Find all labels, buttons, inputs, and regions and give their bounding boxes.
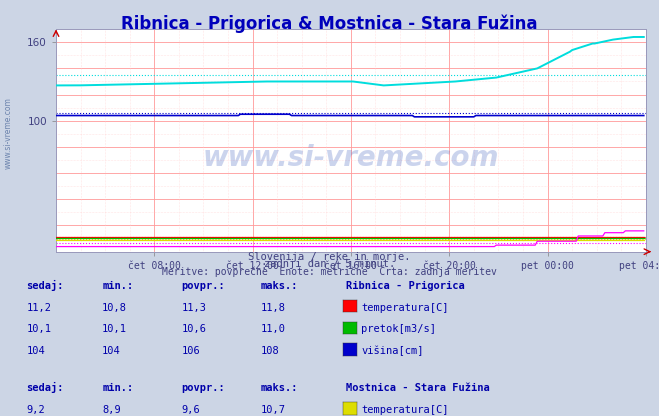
Text: temperatura[C]: temperatura[C] [361, 303, 449, 313]
Text: povpr.:: povpr.: [181, 384, 225, 394]
Text: Ribnica - Prigorica: Ribnica - Prigorica [346, 281, 465, 291]
Text: 11,3: 11,3 [181, 303, 206, 313]
Text: zadnji dan / 5 minut.: zadnji dan / 5 minut. [264, 259, 395, 269]
Text: sedaj:: sedaj: [26, 280, 64, 291]
Text: sedaj:: sedaj: [26, 382, 64, 394]
Text: 11,0: 11,0 [260, 324, 285, 334]
Text: 10,7: 10,7 [260, 405, 285, 415]
Text: 106: 106 [181, 346, 200, 356]
Text: 8,9: 8,9 [102, 405, 121, 415]
Text: Ribnica - Prigorica & Mostnica - Stara Fužina: Ribnica - Prigorica & Mostnica - Stara F… [121, 15, 538, 33]
Text: maks.:: maks.: [260, 281, 298, 291]
Text: 9,2: 9,2 [26, 405, 45, 415]
Text: Mostnica - Stara Fužina: Mostnica - Stara Fužina [346, 384, 490, 394]
Text: višina[cm]: višina[cm] [361, 346, 424, 356]
Text: maks.:: maks.: [260, 384, 298, 394]
Text: 9,6: 9,6 [181, 405, 200, 415]
Text: 108: 108 [260, 346, 279, 356]
Text: 10,1: 10,1 [102, 324, 127, 334]
Text: www.si-vreme.com: www.si-vreme.com [3, 97, 13, 169]
Text: www.si-vreme.com: www.si-vreme.com [203, 144, 499, 172]
Text: min.:: min.: [102, 281, 133, 291]
Text: 10,1: 10,1 [26, 324, 51, 334]
Text: povpr.:: povpr.: [181, 281, 225, 291]
Text: 11,8: 11,8 [260, 303, 285, 313]
Text: Meritve: povprečne  Enote: metrične  Črta: zadnja meritev: Meritve: povprečne Enote: metrične Črta:… [162, 265, 497, 277]
Text: Slovenija / reke in morje.: Slovenija / reke in morje. [248, 252, 411, 262]
Text: 104: 104 [102, 346, 121, 356]
Text: 104: 104 [26, 346, 45, 356]
Text: 10,8: 10,8 [102, 303, 127, 313]
Text: temperatura[C]: temperatura[C] [361, 405, 449, 415]
Text: 10,6: 10,6 [181, 324, 206, 334]
Text: pretok[m3/s]: pretok[m3/s] [361, 324, 436, 334]
Text: 11,2: 11,2 [26, 303, 51, 313]
Text: min.:: min.: [102, 384, 133, 394]
